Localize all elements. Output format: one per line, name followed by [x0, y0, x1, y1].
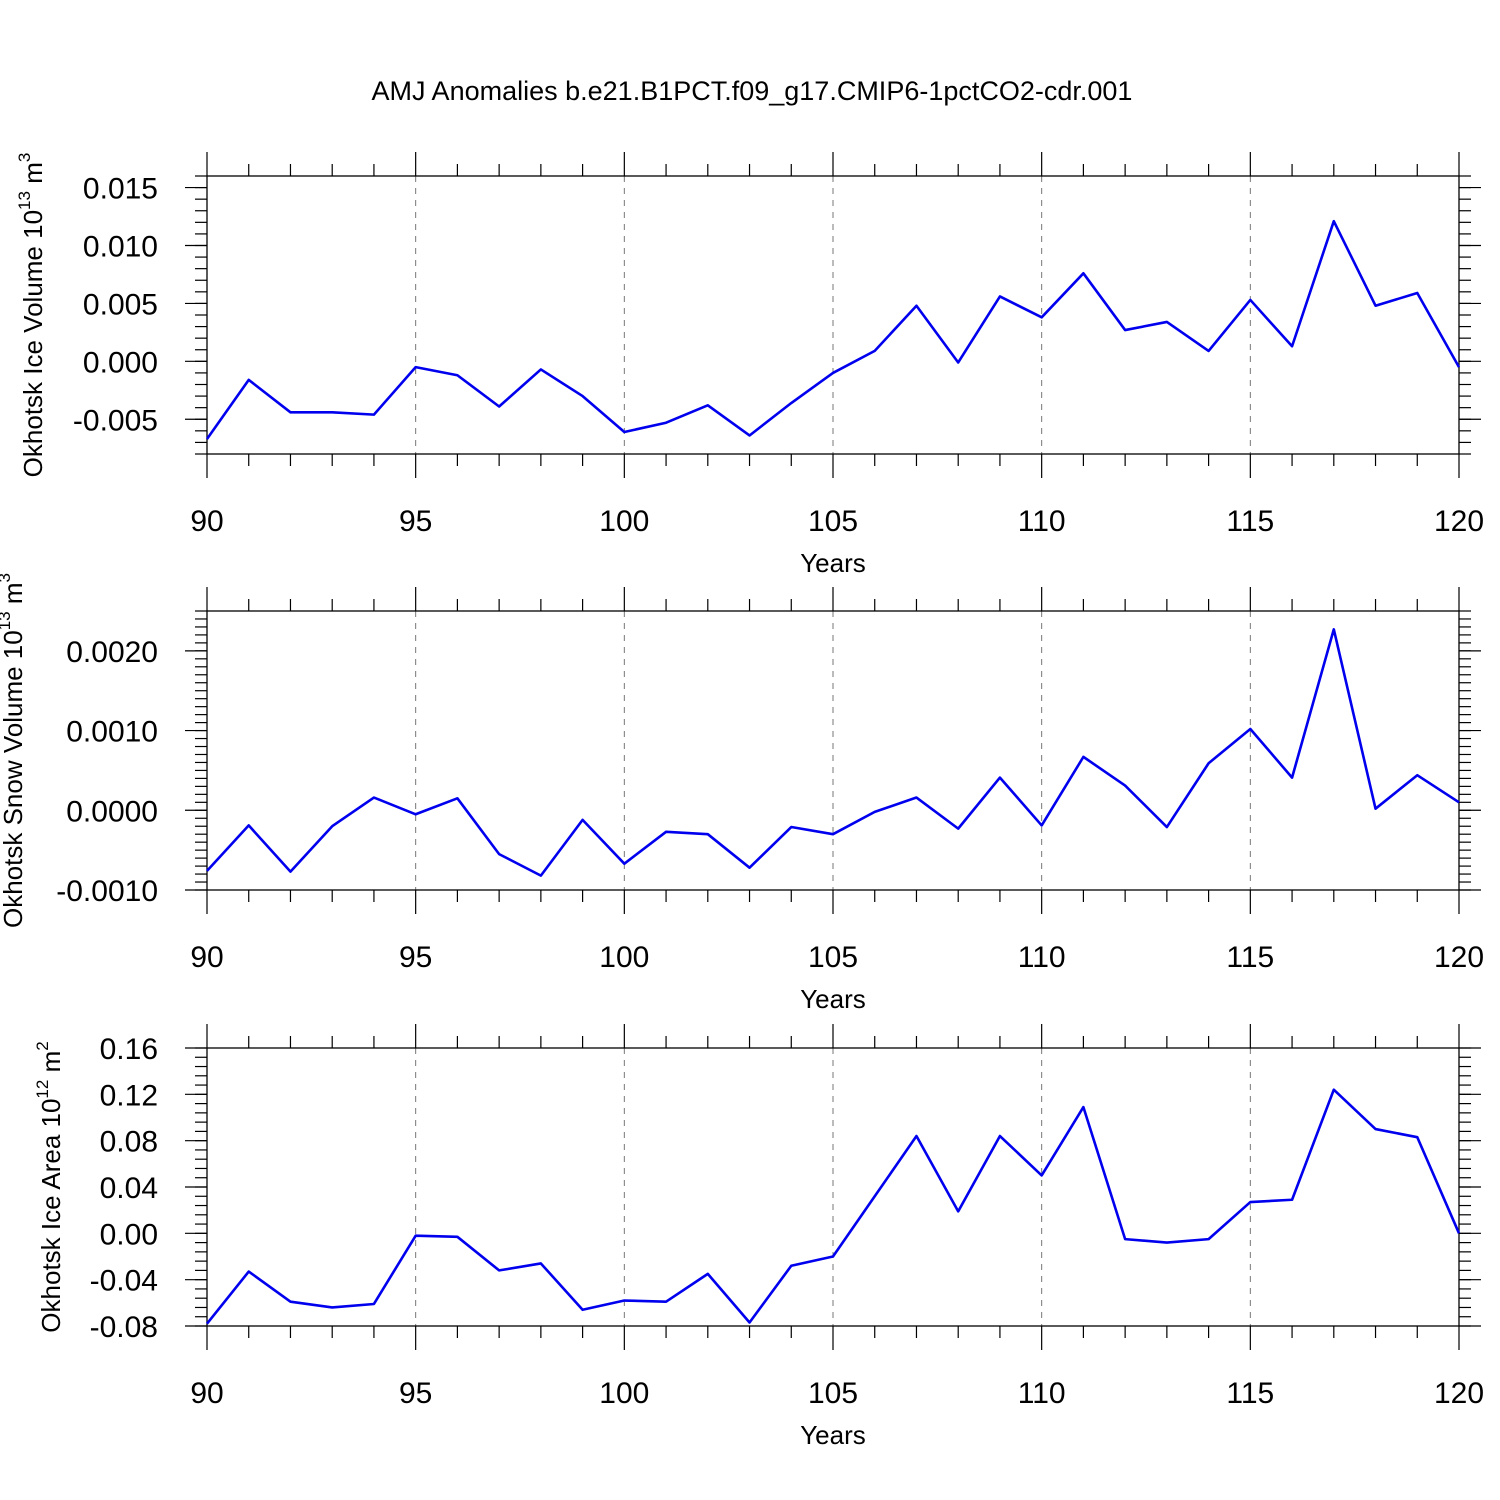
y-tick-label: 0.12 [100, 1079, 158, 1112]
y-axis-title-part: Okhotsk Ice Area 10 [36, 1099, 66, 1333]
x-tick-label: 90 [190, 505, 223, 538]
y-tick-label: 0.16 [100, 1033, 158, 1066]
x-tick-label: 115 [1226, 505, 1274, 538]
x-tick-label: 105 [808, 941, 858, 974]
x-tick-label: 120 [1434, 505, 1484, 538]
y-axis-title: Okhotsk Snow Volume 1013 m3 [0, 573, 28, 928]
series-line-1 [205, 219, 1461, 440]
y-tick-label: 0.0020 [66, 636, 158, 669]
x-tick-label: 90 [190, 941, 223, 974]
y-axis-title-superscript: 3 [0, 573, 14, 582]
y-tick-label: 0.0000 [66, 795, 158, 828]
chart-title: AMJ Anomalies b.e21.B1PCT.f09_g17.CMIP6-… [372, 76, 1133, 106]
y-axis-title-part: Okhotsk Ice Volume 10 [18, 210, 48, 477]
y-axis-title-superscript: 3 [15, 153, 34, 162]
series-line-1 [206, 628, 1460, 877]
chart-panel-1: -0.005 0.000 0.005 0.010 0.015 90 95 100 105 110 1… [15, 152, 1484, 578]
x-tick-label: 110 [1018, 941, 1066, 974]
x-tick-label: 115 [1226, 941, 1274, 974]
x-axis-title: Years [800, 548, 866, 578]
y-tick-label: 0.00 [100, 1218, 158, 1251]
panels: -0.005 0.000 0.005 0.010 0.015 90 95 100 105 110 1… [0, 152, 1484, 1450]
chart-panel-2: -0.0010 0.0000 0.0010 0.0020 90 95 100 105 110 11… [0, 573, 1484, 1014]
x-tick-label: 110 [1018, 505, 1066, 538]
y-tick-label: 0.0010 [66, 716, 158, 749]
x-tick-label: 115 [1226, 1377, 1274, 1410]
x-tick-label: 120 [1434, 941, 1484, 974]
y-axis-title-superscript: 13 [15, 191, 34, 210]
y-tick-label: 0.08 [100, 1126, 158, 1159]
x-axis-title: Years [800, 984, 866, 1014]
y-tick-label: 0.010 [83, 231, 158, 264]
x-tick-label: 100 [599, 941, 649, 974]
y-axis-title-part: m [36, 1051, 66, 1080]
y-axis-title-superscript: 13 [0, 611, 14, 630]
y-axis-title: Okhotsk Ice Volume 1013 m3 [15, 153, 48, 478]
series-line-1 [205, 1088, 1461, 1325]
x-tick-label: 100 [599, 1377, 649, 1410]
x-tick-label: 120 [1434, 1377, 1484, 1410]
x-tick-label: 105 [808, 1377, 858, 1410]
x-tick-label: 95 [399, 941, 432, 974]
y-axis-title-part: Okhotsk Snow Volume 10 [0, 630, 28, 928]
x-tick-label: 100 [599, 505, 649, 538]
y-tick-label: -0.08 [90, 1311, 158, 1344]
y-axis-title-superscript: 12 [33, 1080, 52, 1099]
x-tick-label: 95 [399, 1377, 432, 1410]
y-tick-label: 0.015 [83, 173, 158, 206]
x-axis-title: Years [800, 1420, 866, 1450]
y-tick-label: -0.005 [73, 404, 158, 437]
y-axis-title-superscript: 2 [33, 1041, 52, 1050]
y-tick-label: -0.04 [90, 1265, 158, 1298]
y-tick-label: 0.005 [83, 288, 158, 321]
x-tick-label: 95 [399, 505, 432, 538]
x-tick-label: 105 [808, 505, 858, 538]
y-tick-label: 0.000 [83, 346, 158, 379]
y-axis-title: Okhotsk Ice Area 1012 m2 [33, 1041, 66, 1332]
y-axis-title-part: m [0, 582, 28, 611]
x-tick-label: 110 [1018, 1377, 1066, 1410]
y-tick-label: 0.04 [100, 1172, 158, 1205]
y-tick-label: -0.0010 [56, 875, 158, 908]
chart-panel-3: -0.08 -0.04 0.00 0.04 0.08 0.12 0.16 90 95 100 105… [33, 1024, 1484, 1450]
x-tick-label: 90 [190, 1377, 223, 1410]
y-axis-title-part: m [18, 162, 48, 191]
